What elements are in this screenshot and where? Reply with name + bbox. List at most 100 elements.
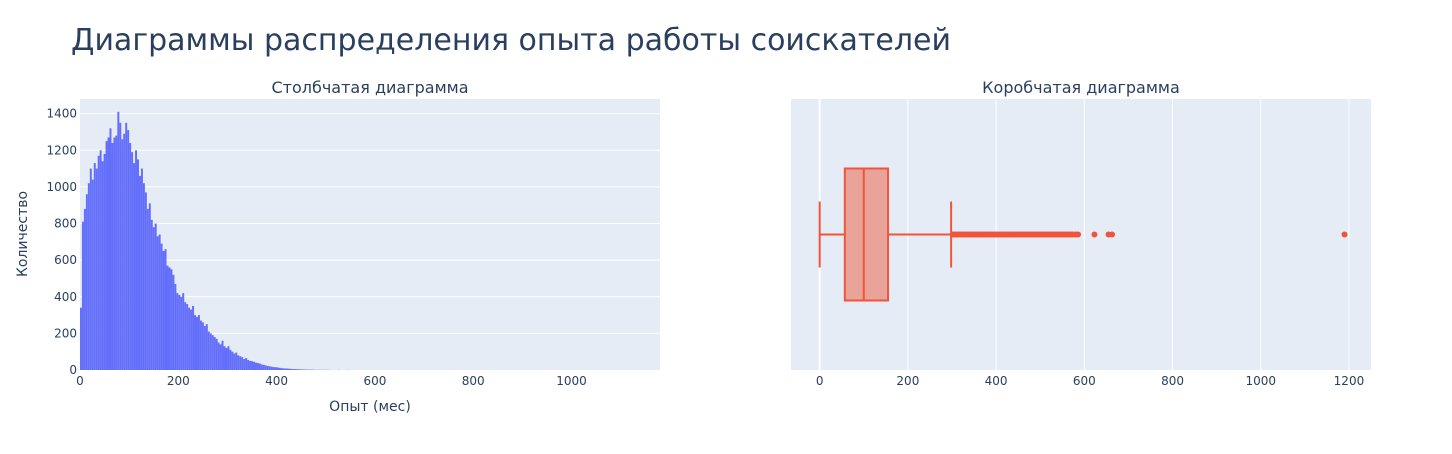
histogram-bar [216, 339, 218, 370]
histogram-bar [123, 134, 125, 370]
histogram-bar [190, 310, 192, 370]
histogram-bar [178, 295, 180, 370]
histogram-bar [290, 369, 292, 370]
box-x-tick-label: 200 [896, 374, 919, 388]
histogram-bar [257, 363, 259, 370]
histogram-y-tick-label: 1400 [46, 107, 77, 121]
histogram-bar [206, 324, 208, 370]
histogram-y-label: Количество [15, 191, 31, 277]
box-x-tick-label: 400 [985, 374, 1008, 388]
histogram-bar [129, 143, 131, 370]
histogram-bar [245, 358, 247, 370]
histogram-bar [119, 123, 121, 370]
histogram-bar [121, 139, 123, 370]
histogram-bar [279, 368, 281, 370]
histogram-bar [186, 304, 188, 370]
histogram-bar [125, 123, 127, 370]
histogram-bar [198, 315, 200, 370]
histogram-x-tick-label: 400 [265, 374, 288, 388]
box-outlier-point [1075, 232, 1081, 238]
histogram-title: Столбчатая диаграмма [271, 78, 468, 97]
histogram-bar [168, 267, 170, 370]
histogram-bar [302, 369, 304, 370]
histogram-bar [155, 224, 157, 370]
histogram-bar [84, 209, 86, 370]
histogram-bar [159, 235, 161, 371]
histogram-bar [275, 367, 277, 370]
histogram-bar [115, 136, 117, 370]
histogram-bar [180, 297, 182, 370]
histogram-bar [182, 293, 184, 370]
histogram-bar [265, 365, 267, 370]
histogram-bar [149, 203, 151, 370]
histogram-bar [243, 359, 245, 370]
histogram-bar [163, 251, 165, 370]
histogram-y-tick-label: 1000 [46, 180, 77, 194]
histogram-bar [204, 326, 206, 370]
histogram-bar [229, 350, 231, 370]
histogram-bar [109, 128, 111, 370]
histogram-bar [196, 317, 198, 370]
histogram-bar [239, 356, 241, 370]
histogram-bar [259, 364, 261, 370]
box-x-tick-label: 0 [816, 374, 824, 388]
histogram-bar [235, 353, 237, 370]
histogram-bar [222, 341, 224, 370]
histogram-bar [225, 348, 227, 370]
histogram-y-tick-label: 800 [54, 217, 77, 231]
histogram-bar [233, 354, 235, 370]
histogram-bar [108, 137, 110, 370]
histogram-bar [224, 346, 226, 370]
histogram-bar [304, 369, 306, 370]
histogram-bar [82, 222, 84, 370]
histogram-bar [133, 163, 135, 370]
histogram-bar [261, 365, 263, 370]
histogram-bar [104, 154, 106, 370]
histogram-bar [247, 360, 249, 370]
histogram-bar [94, 163, 96, 370]
histogram-bar [135, 150, 137, 370]
histogram-bar [202, 322, 204, 370]
box-x-tick-label: 800 [1161, 374, 1184, 388]
histogram-bar [284, 369, 286, 370]
histogram-bar [208, 332, 210, 370]
histogram-bar [161, 244, 163, 370]
box-outlier-point [1342, 232, 1348, 238]
histogram-y-tick-label: 1200 [46, 143, 77, 157]
histogram-bar [113, 137, 115, 370]
histogram-bar [292, 369, 294, 370]
histogram-bar [249, 361, 251, 370]
histogram-bar [271, 367, 273, 370]
histogram-bar [281, 368, 283, 370]
histogram-x-tick-label: 800 [462, 374, 485, 388]
histogram-bar [273, 367, 275, 370]
histogram-bar [237, 355, 239, 370]
box-outlier-point [1091, 232, 1097, 238]
histogram-bar [220, 344, 222, 370]
histogram-bar [283, 368, 285, 370]
histogram-bar [255, 363, 257, 370]
figure-title: Диаграммы распределения опыта работы сои… [71, 23, 951, 58]
histogram-y-tick-label: 400 [54, 290, 77, 304]
histogram-bar [251, 361, 253, 370]
histogram-bar [167, 266, 169, 370]
histogram-bar [192, 306, 194, 370]
histogram-bar [227, 346, 229, 370]
histogram-bar [194, 315, 196, 370]
histogram-bar [218, 343, 220, 370]
histogram-y-tick-label: 600 [54, 253, 77, 267]
histogram-bar [106, 141, 108, 370]
histogram-bar [174, 284, 176, 370]
histogram-bar [141, 169, 143, 370]
histogram-bar [117, 112, 119, 370]
histogram-bar [92, 180, 94, 370]
histogram-bar [253, 362, 255, 370]
histogram-bar [111, 143, 113, 370]
histogram-bar [294, 369, 296, 370]
histogram-bar [231, 352, 233, 370]
